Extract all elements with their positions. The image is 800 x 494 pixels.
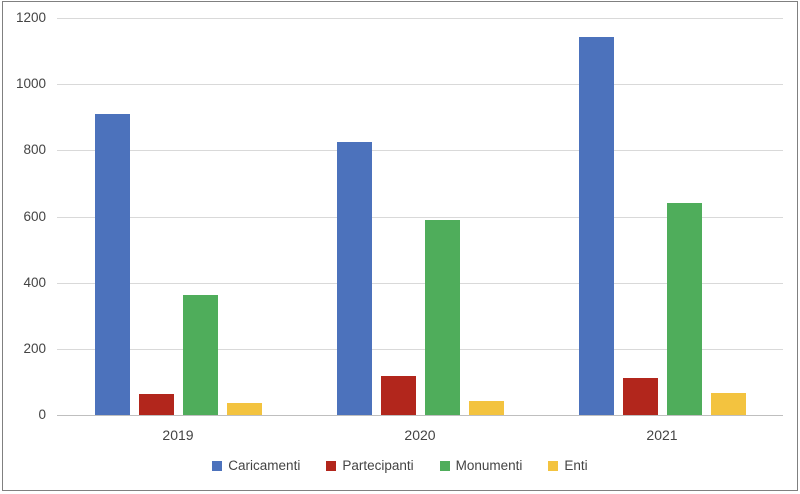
x-axis-line: [57, 415, 783, 416]
legend-item-monumenti: Monumenti: [439, 458, 523, 473]
bar-caricamenti-2020: [336, 142, 372, 415]
y-tick-label: 0: [38, 407, 46, 422]
gridline: [57, 18, 783, 19]
legend-label: Enti: [564, 458, 588, 473]
legend-swatch-monumenti: [439, 460, 450, 471]
legend-swatch-caricamenti: [212, 460, 223, 471]
y-tick-label: 800: [23, 142, 46, 158]
gridline: [57, 150, 783, 152]
legend: Caricamenti Partecipanti Monumenti Enti: [0, 458, 800, 473]
y-tick-label: 600: [23, 208, 46, 224]
legend-label: Partecipanti: [342, 458, 414, 473]
gridline: [57, 348, 783, 350]
bar-enti-2020: [468, 400, 504, 415]
bar-monumenti-2021: [666, 202, 702, 415]
bar-enti-2019: [226, 403, 262, 415]
legend-item-caricamenti: Caricamenti: [212, 458, 300, 473]
legend-swatch-partecipanti: [326, 460, 337, 471]
y-tick-label: 200: [23, 340, 46, 356]
bar-partecipanti-2020: [380, 376, 416, 415]
legend-label: Monumenti: [455, 458, 523, 473]
bar-partecipanti-2021: [622, 377, 658, 415]
gridline: [57, 216, 783, 218]
y-tick-label: 400: [23, 274, 46, 290]
bar-enti-2021: [710, 392, 746, 415]
legend-label: Caricamenti: [228, 458, 301, 473]
legend-swatch-enti: [548, 460, 559, 471]
y-tick-label: 1200: [15, 10, 46, 25]
legend-item-enti: Enti: [548, 458, 588, 473]
x-axis-label: 2019: [162, 427, 194, 443]
y-tick-label: 1000: [15, 76, 46, 92]
bar-partecipanti-2019: [138, 393, 174, 415]
gridline: [57, 282, 783, 284]
x-axis-label: 2021: [646, 427, 678, 443]
bar-monumenti-2020: [424, 219, 460, 415]
legend-item-partecipanti: Partecipanti: [326, 458, 414, 473]
gridline: [57, 84, 783, 86]
bar-caricamenti-2019: [94, 113, 130, 415]
bar-monumenti-2019: [182, 295, 218, 415]
x-axis-label: 2020: [404, 427, 436, 443]
bar-caricamenti-2021: [578, 36, 614, 415]
